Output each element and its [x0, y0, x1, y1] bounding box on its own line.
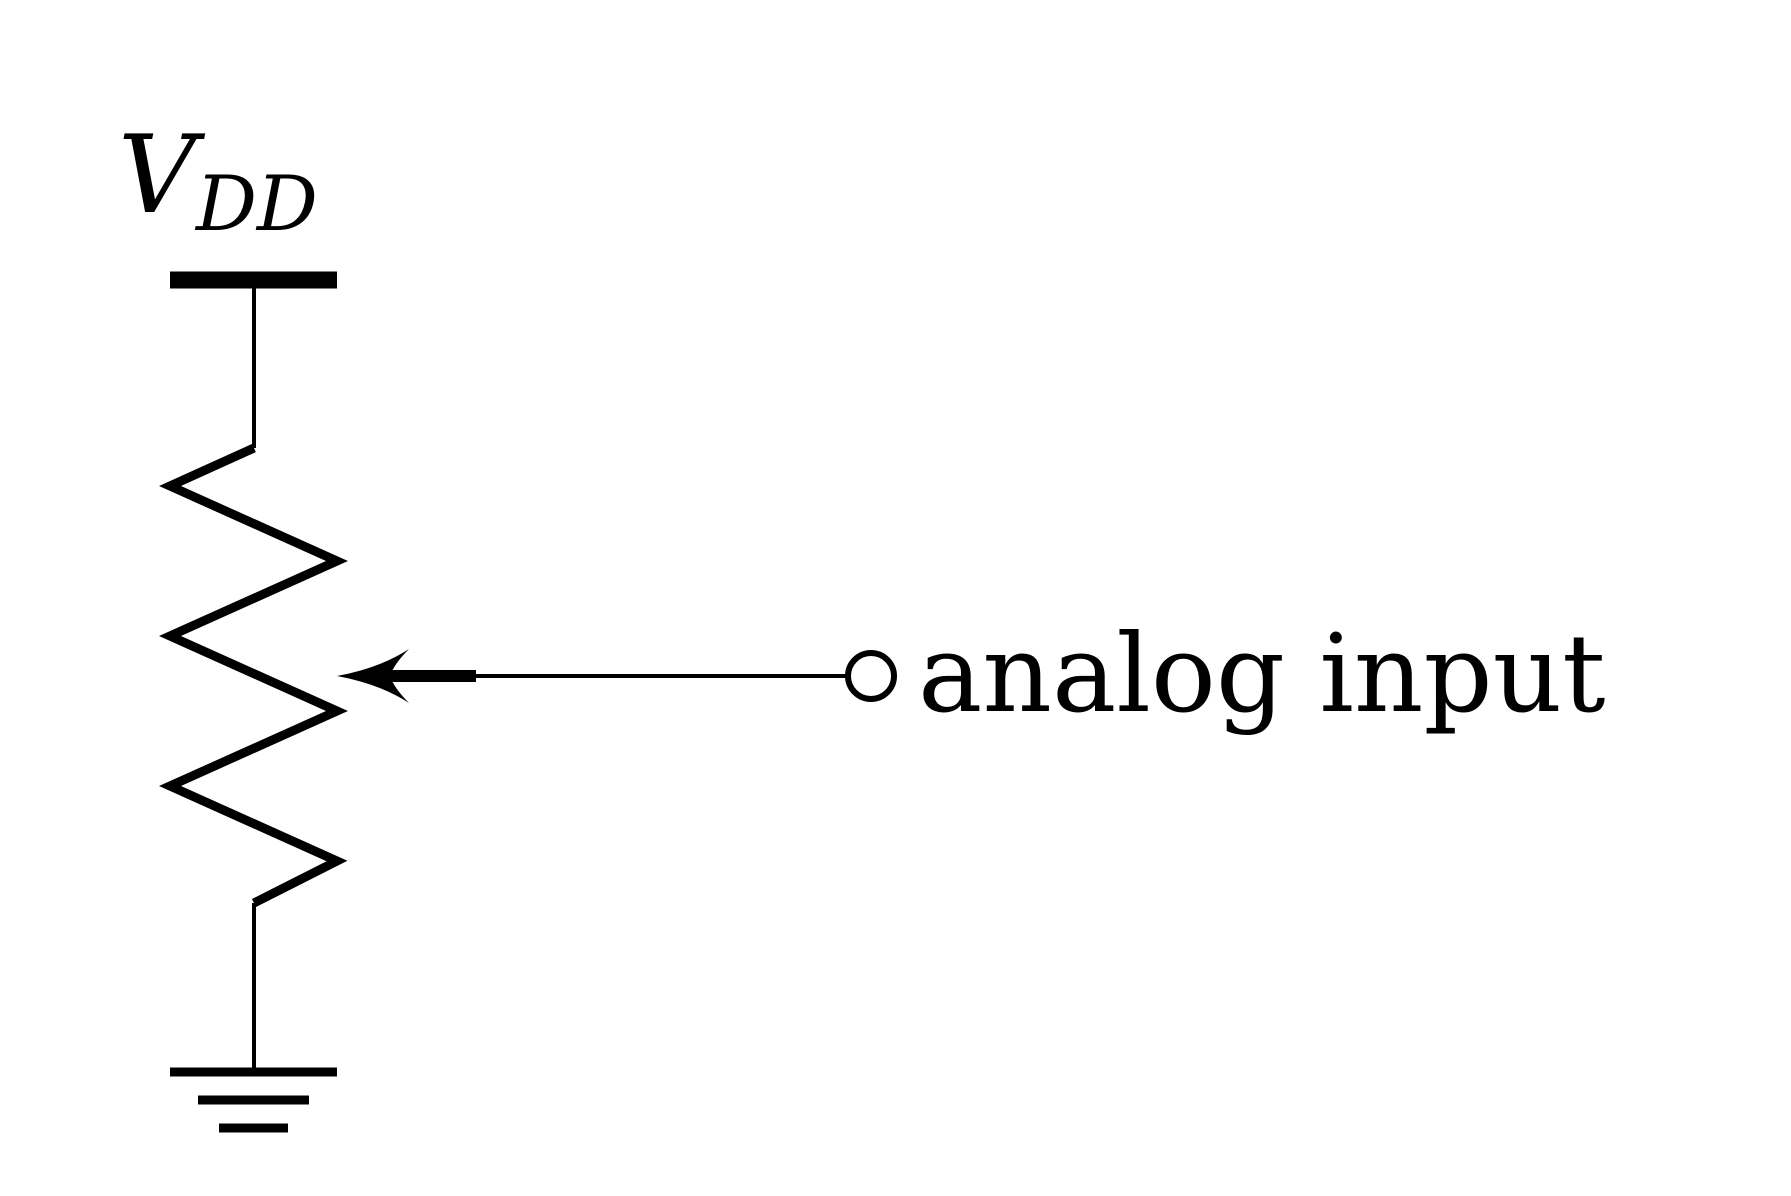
wiper-arrowhead: [337, 649, 409, 703]
terminal-circle-icon: [845, 650, 897, 702]
potentiometer-icon: [159, 443, 348, 908]
vdd-label-subscript: DD: [194, 159, 318, 248]
wiper-arrow-icon: [337, 649, 476, 703]
analog-input-label: analog input: [918, 612, 1606, 737]
ground-icon: [170, 1067, 337, 1133]
vdd-label: VDD: [118, 113, 318, 248]
vdd-label-main: V: [118, 113, 206, 238]
